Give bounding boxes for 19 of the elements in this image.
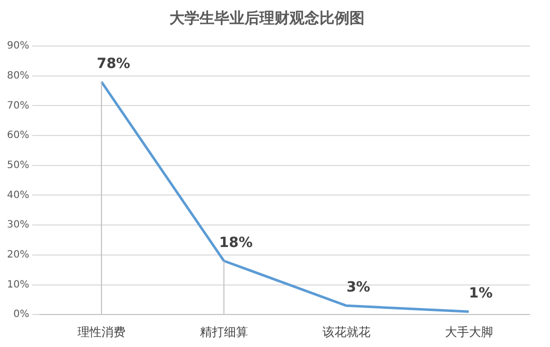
y-tick-label: 60% [6, 130, 30, 142]
data-label: 3% [346, 280, 370, 296]
y-tick-label: 80% [6, 70, 30, 82]
y-tick-label: 30% [6, 220, 30, 231]
y-tick-label: 90% [6, 40, 30, 52]
data-label: 1% [468, 286, 493, 302]
chart-title: 大学生毕业后理财观念比例图 [170, 8, 364, 27]
y-tick-label: 40% [6, 190, 30, 201]
data-label: 18% [219, 234, 253, 251]
x-tick-label: 理性消费 [77, 324, 126, 339]
x-tick-label: 精打细算 [200, 324, 248, 339]
x-tick-label: 该花就花 [322, 324, 370, 339]
x-tick-label: 大手大脚 [444, 324, 493, 339]
data-label: 78% [96, 56, 130, 72]
y-tick-label: 20% [6, 250, 30, 261]
y-tick-label: 0% [13, 309, 30, 320]
y-tick-label: 70% [6, 100, 30, 112]
y-tick-label: 50% [6, 160, 30, 171]
y-tick-label: 10% [6, 279, 30, 290]
